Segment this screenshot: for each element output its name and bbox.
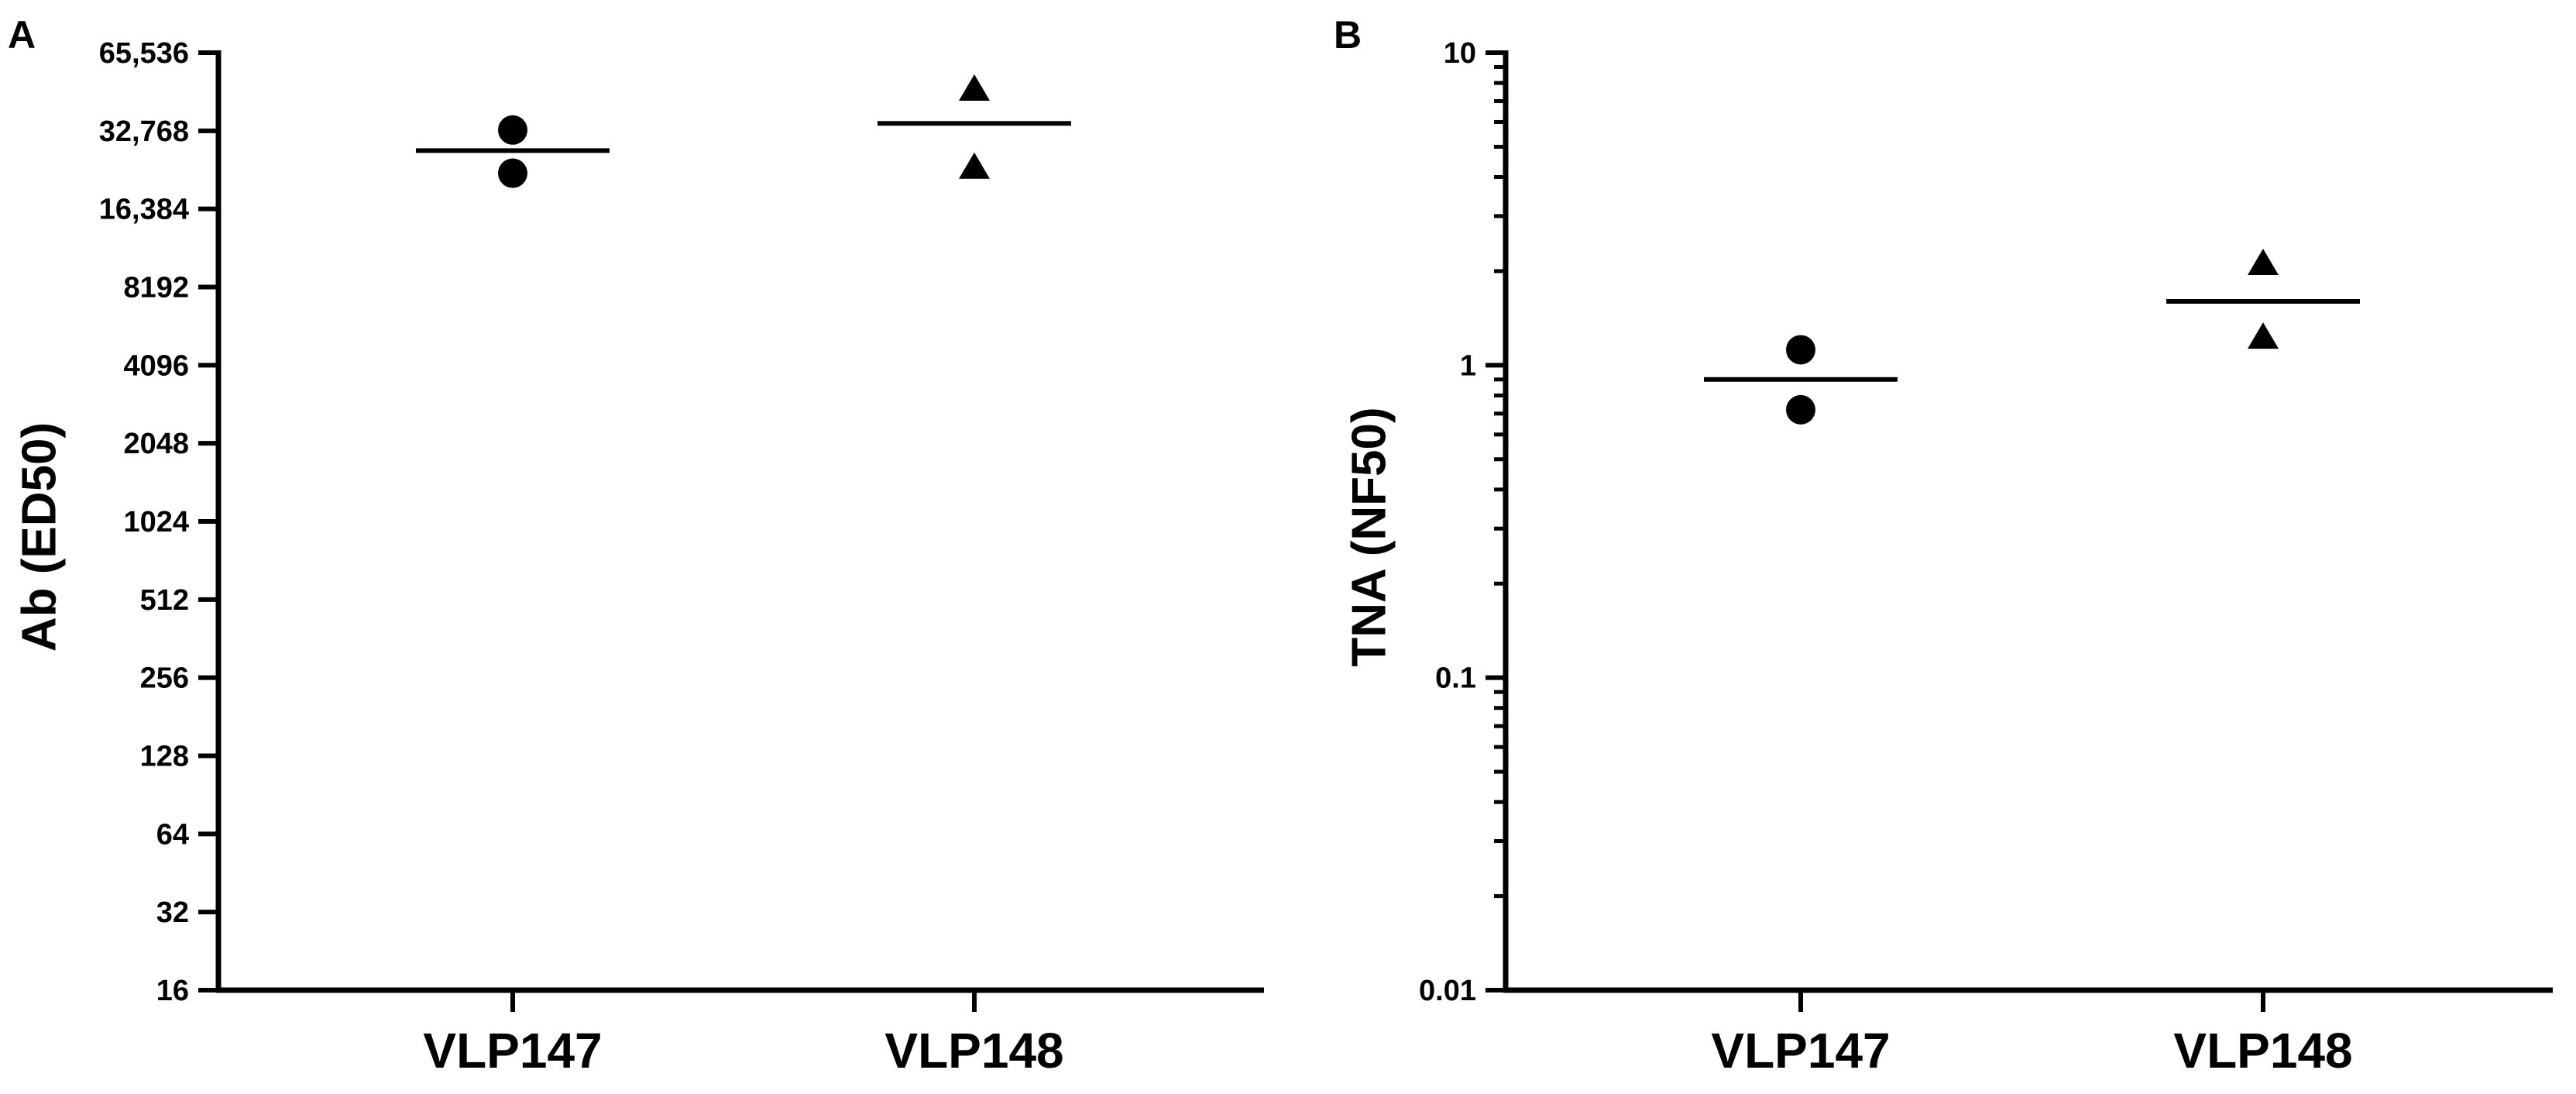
x-tick-label: VLP148 — [2173, 1023, 2352, 1079]
y-tick-label: 0.1 — [1435, 662, 1476, 695]
y-tick-label: 512 — [140, 584, 189, 617]
panel-a-data-marks — [416, 74, 1071, 188]
data-point-triangle — [959, 74, 990, 101]
y-tick-label: 256 — [140, 662, 189, 695]
panel-b-x-axis-ticks: VLP147 VLP148 — [1711, 990, 2353, 1079]
y-tick-label: 64 — [156, 818, 189, 851]
panel-b-data-marks — [1704, 248, 2360, 425]
y-tick-label: 8192 — [123, 272, 189, 304]
data-point-triangle — [2248, 322, 2279, 349]
data-point-circle — [1786, 394, 1815, 425]
panel-a-y-axis-ticks: 16 32 64 128 256 512 1024 2048 4096 8192 16,384 32,… — [99, 37, 218, 1007]
y-tick-label: 1024 — [123, 506, 189, 538]
y-tick-label: 32,768 — [99, 115, 189, 148]
panel-b-letter: B — [1334, 13, 1362, 57]
y-tick-label: 1 — [1460, 349, 1476, 382]
data-point-circle — [498, 115, 527, 145]
panel-a-x-axis-ticks: VLP147 VLP148 — [423, 990, 1064, 1079]
y-tick-label: 4096 — [123, 349, 189, 382]
x-tick-label: VLP147 — [423, 1023, 602, 1079]
panel-a: A 16 32 64 128 256 512 1024 2048 4096 8192 16,384 3… — [8, 13, 1264, 1079]
x-tick-label: VLP148 — [884, 1023, 1063, 1079]
y-tick-label: 128 — [140, 741, 189, 773]
data-point-circle — [498, 158, 527, 188]
panel-a-y-axis-title: Ab (ED50) — [12, 422, 66, 652]
y-tick-label: 16 — [156, 975, 189, 1007]
panel-b-y-axis-title: TNA (NF50) — [1342, 407, 1396, 666]
y-tick-label: 16,384 — [99, 194, 189, 226]
y-tick-label: 32 — [156, 896, 189, 929]
data-point-triangle — [959, 152, 990, 179]
x-tick-label: VLP147 — [1711, 1023, 1890, 1079]
y-tick-label: 65,536 — [99, 37, 189, 70]
y-tick-label: 2048 — [123, 428, 189, 460]
y-tick-label: 10 — [1444, 37, 1476, 70]
panel-b-y-axis-ticks: 0.01 0.1 1 10 — [1419, 37, 1506, 1007]
panel-a-letter: A — [8, 13, 36, 57]
data-point-circle — [1786, 335, 1815, 365]
data-point-triangle — [2248, 248, 2279, 275]
y-tick-label: 0.01 — [1419, 975, 1476, 1007]
panel-b: B 0.01 0.1 1 10 VLP147 VLP148 TNA (NF50) — [1334, 13, 2553, 1079]
